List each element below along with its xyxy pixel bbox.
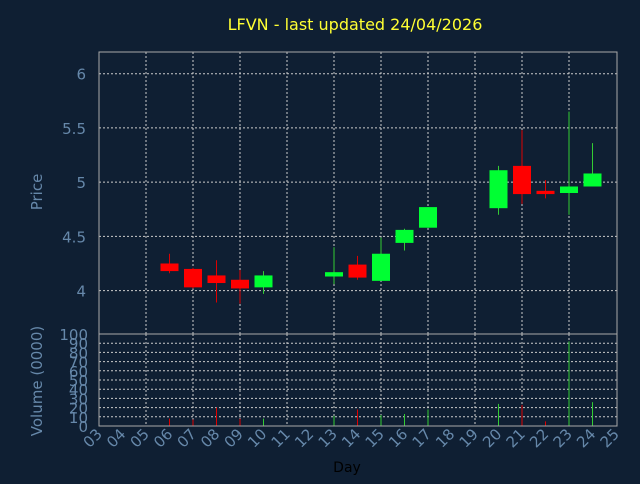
volume-panel-frame	[98, 333, 618, 427]
price-tick-label: 4.5	[62, 228, 86, 246]
candle-body	[372, 253, 390, 281]
day-tick-label: 22	[526, 425, 552, 451]
day-tick-label: 20	[479, 425, 505, 451]
day-tick-label: 05	[127, 425, 153, 451]
candle-body	[160, 263, 179, 272]
candle-body	[513, 165, 531, 195]
day-tick-label: 14	[338, 425, 364, 451]
price-tick-label: 5.5	[62, 120, 86, 138]
day-axis-label: Day	[333, 460, 361, 476]
frame-layer	[98, 51, 618, 427]
volume-tick-label: 20	[69, 400, 88, 418]
volume-tick-label: 0	[78, 418, 88, 436]
grid-layer	[99, 52, 617, 426]
day-tick-label: 25	[597, 425, 623, 451]
marks-layer	[160, 111, 602, 426]
candle-body	[231, 279, 249, 289]
day-tick-label: 06	[150, 425, 176, 451]
candle-body	[207, 275, 226, 284]
candle-body	[489, 170, 508, 209]
candle-body	[583, 173, 602, 187]
candle-body	[560, 186, 578, 193]
candle-body	[325, 272, 343, 277]
chart-title: LFVN - last updated 24/04/2026	[228, 15, 483, 34]
candle-body	[254, 275, 273, 288]
day-tick-label: 09	[221, 425, 247, 451]
volume-tick-label: 50	[69, 372, 88, 390]
day-tick-label: 19	[456, 425, 482, 451]
day-tick-label: 21	[503, 425, 529, 451]
day-tick-label: 13	[315, 425, 341, 451]
volume-tick-label: 30	[69, 390, 88, 408]
candle-body	[395, 229, 414, 243]
tick-labels-layer: 44.555.560102030405060708090100030405060…	[59, 66, 622, 452]
day-tick-label: 07	[174, 425, 200, 451]
day-tick-label: 12	[291, 425, 317, 451]
volume-tick-label: 10	[69, 409, 88, 427]
day-tick-label: 10	[244, 425, 270, 451]
volume-tick-label: 80	[69, 344, 88, 362]
day-tick-label: 18	[432, 425, 458, 451]
candle-body	[536, 190, 555, 195]
price-tick-label: 6	[76, 66, 86, 84]
volume-tick-label: 70	[69, 354, 88, 372]
candle-body	[348, 264, 367, 278]
day-tick-label: 23	[550, 425, 576, 451]
day-tick-label: 04	[103, 425, 129, 451]
day-tick-label: 24	[573, 425, 599, 451]
candle-body	[419, 207, 437, 228]
price-axis-label: Price	[28, 174, 46, 211]
price-tick-label: 4	[76, 283, 86, 301]
day-tick-label: 08	[197, 425, 223, 451]
price-tick-label: 5	[76, 174, 86, 192]
volume-tick-label: 100	[59, 326, 88, 344]
volume-tick-label: 40	[69, 381, 88, 399]
volume-axis-label: Volume (0000)	[28, 326, 46, 436]
day-tick-label: 15	[362, 425, 388, 451]
day-tick-label: 11	[268, 425, 294, 451]
candle-body	[184, 268, 202, 288]
volume-tick-label: 60	[69, 363, 88, 381]
volume-tick-label: 90	[69, 335, 88, 353]
day-tick-label: 17	[409, 425, 435, 451]
day-tick-label: 16	[385, 425, 411, 451]
